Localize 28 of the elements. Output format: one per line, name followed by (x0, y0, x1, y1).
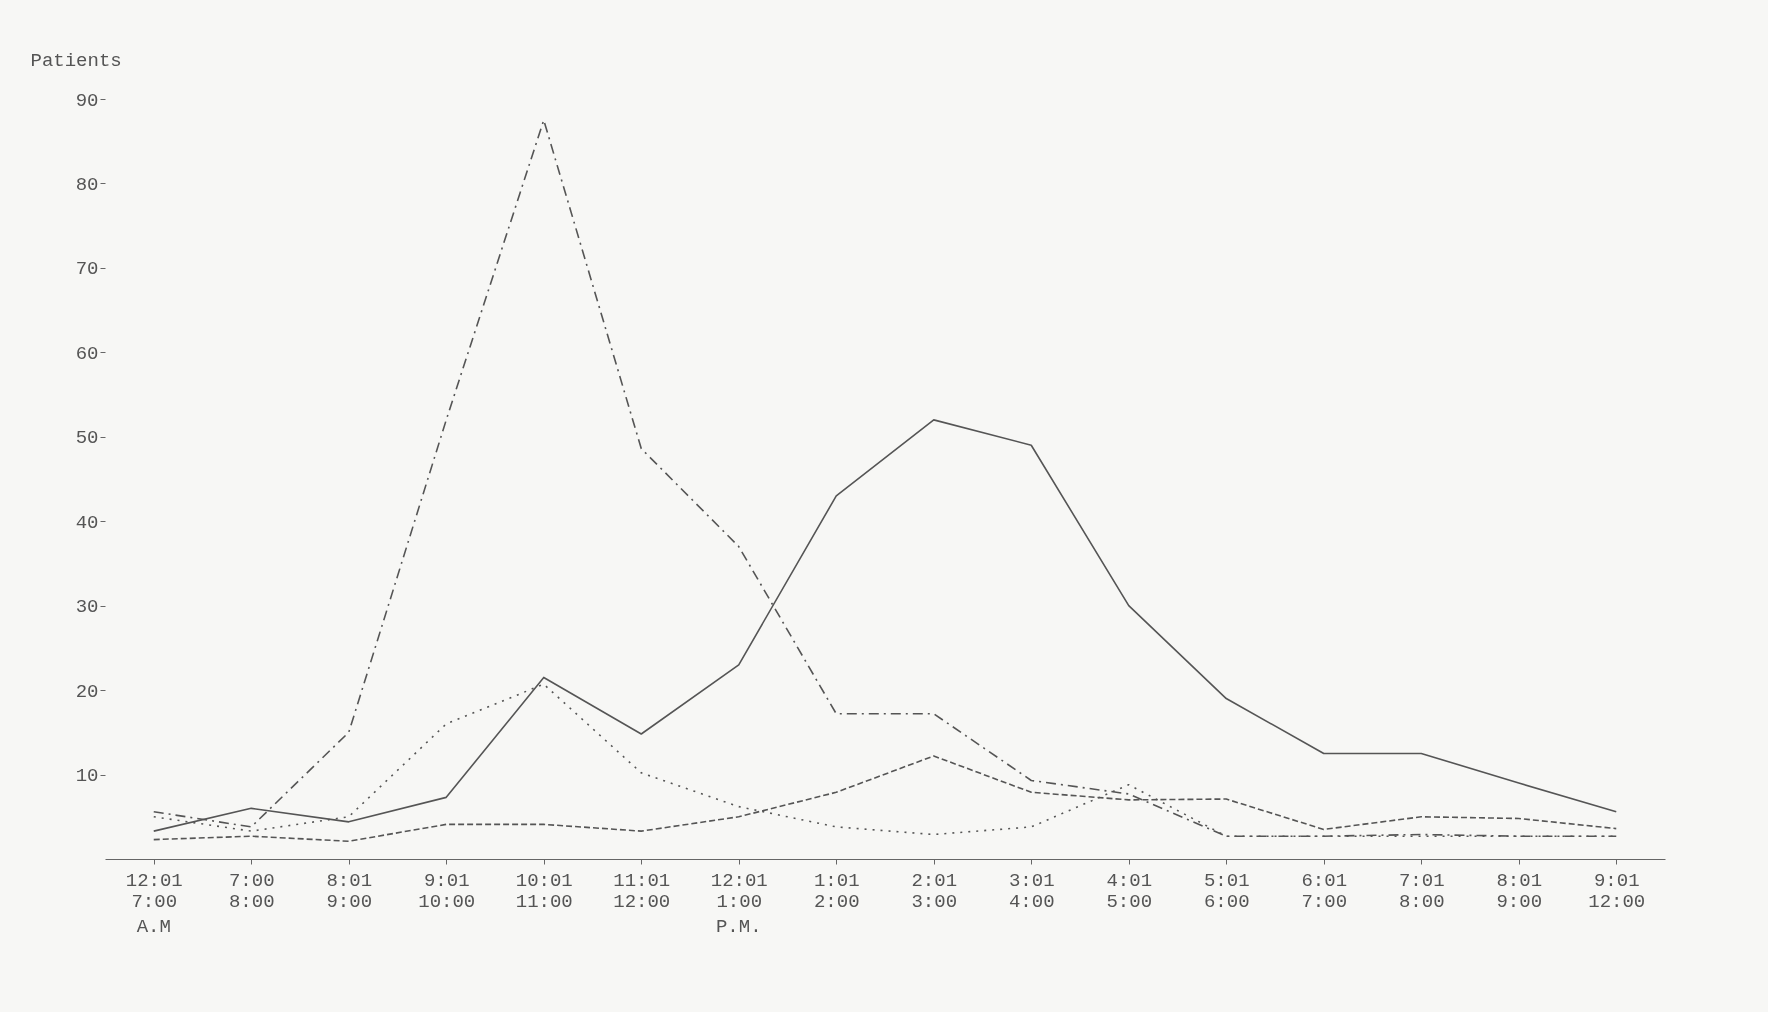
y-tick-label: 20 (75, 680, 99, 703)
x-tick-label: 2:01 3:00 (911, 869, 958, 913)
text: A.M (136, 916, 171, 938)
x-tick-label: 9:01 12:00 (1588, 869, 1646, 913)
x-tick-label: 12:01 7:00 (125, 869, 183, 913)
x-tick-label: 10:01 11:00 (515, 869, 573, 913)
x-tick-label: 6:01 7:00 (1301, 869, 1348, 913)
y-tick-label: 60 (75, 342, 99, 365)
y-tick-label: 40 (75, 511, 99, 534)
x-tick-label: 8:01 9:00 (326, 869, 373, 913)
x-tick-label: 3:01 4:00 (1008, 869, 1055, 913)
y-tick-label: 80 (75, 173, 99, 196)
text: P.M. (715, 916, 762, 938)
y-tick-label: 50 (75, 427, 99, 450)
x-tick-label: 1:01 2:00 (813, 869, 860, 913)
x-tick-label: 8:01 9:00 (1496, 869, 1543, 913)
x-tick-label: 7:00 8:00 (228, 869, 275, 913)
y-tick-label: 10 (75, 765, 99, 788)
y-tick-label: 70 (75, 258, 99, 281)
x-tick-label: 11:01 12:00 (613, 869, 671, 913)
y-tick-label: 30 (75, 596, 99, 619)
y-tick-label: 90 (75, 89, 99, 112)
x-tick-label: 9:01 10:00 (418, 869, 476, 913)
x-tick-label: 5:01 6:00 (1203, 869, 1250, 913)
x-tick-label: 4:01 5:00 (1106, 869, 1153, 913)
y-axis-title: Patients (30, 49, 122, 72)
x-tick-label: 12:01 1:00 (710, 869, 768, 913)
x-tick-label: 7:01 8:00 (1398, 869, 1445, 913)
